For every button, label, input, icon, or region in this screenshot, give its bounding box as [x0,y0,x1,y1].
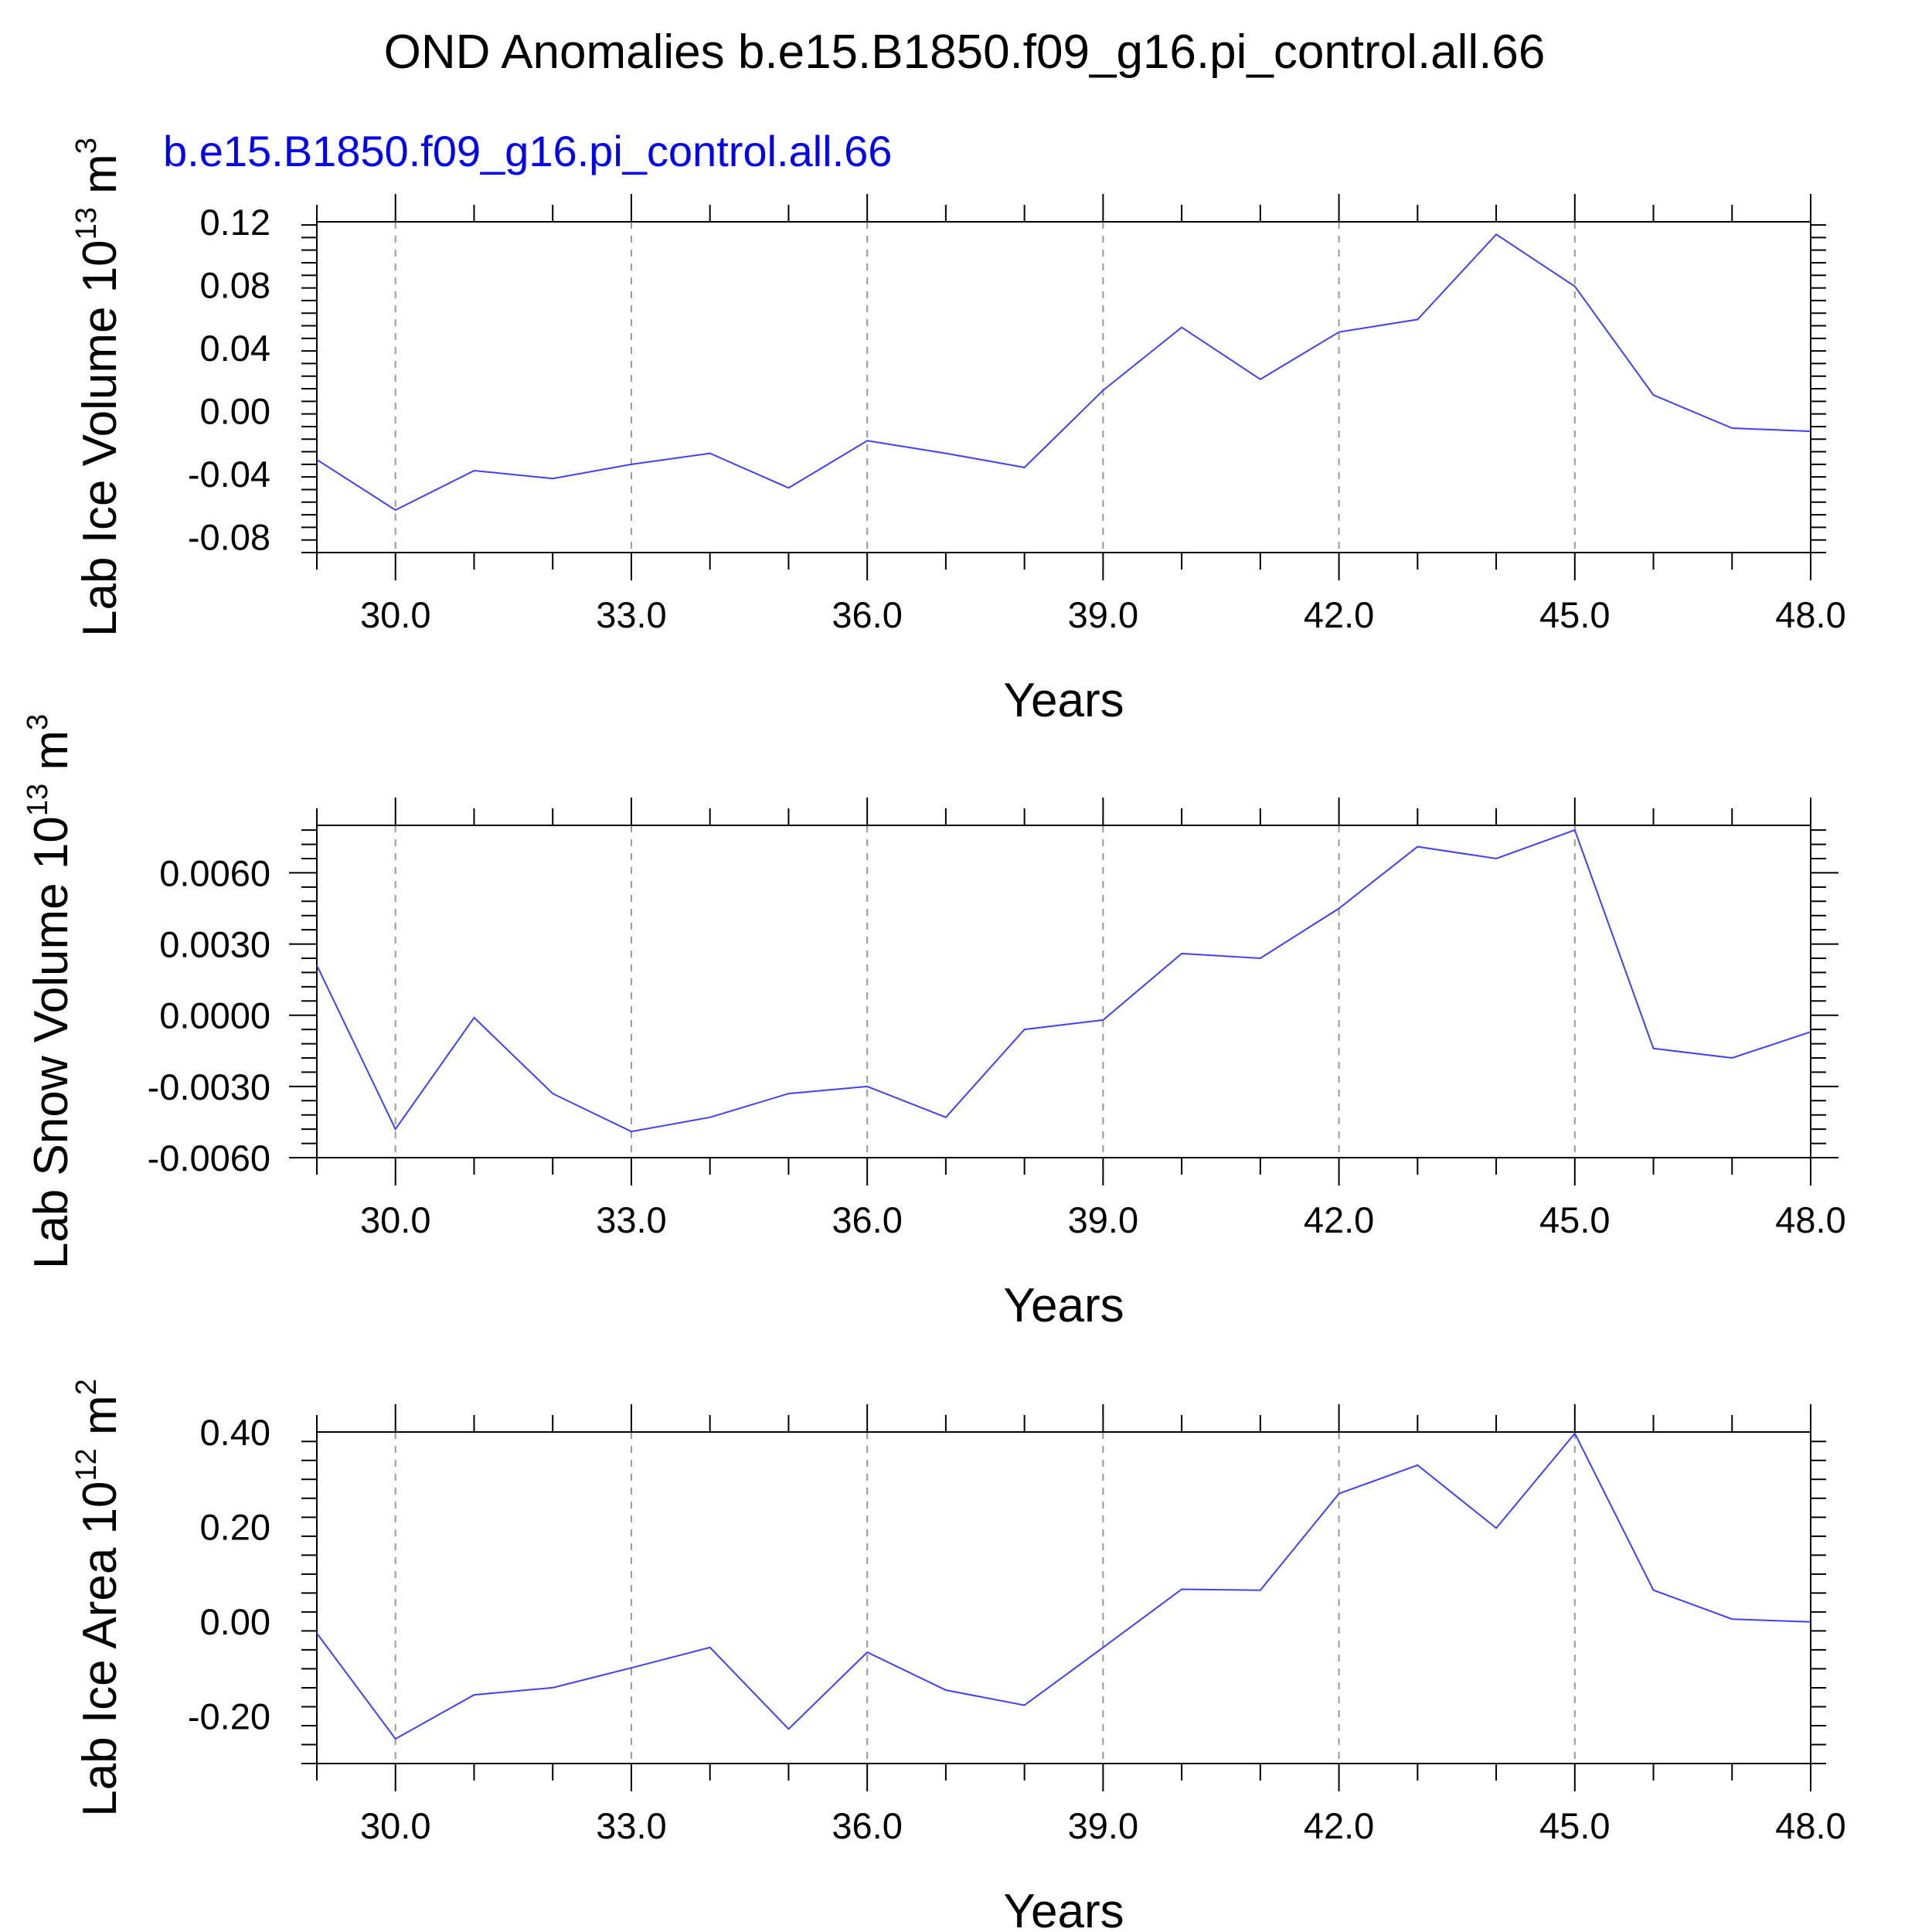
panels: 30.0 33.0 36.0 39.0 42.0 45.0 48.0 -0.08 -0.04 0.… [22,127,1846,1932]
x-tick-label: 30.0 [360,1805,430,1846]
y-axis-label-exponent: 13 [70,207,103,240]
series-line [316,828,1811,1133]
panel-1: 30.0 33.0 36.0 39.0 42.0 45.0 48.0 -0.08 -0.04 0.… [70,127,1846,727]
x-tick-label: 48.0 [1775,594,1845,635]
y-tick-label: 0.12 [200,202,270,243]
x-tick-label: 39.0 [1068,594,1138,635]
x-tick-label: 42.0 [1304,1805,1374,1846]
y-axis-label: Lab Ice Volume 1013 m3 [70,138,127,637]
y-axis-label: Lab Ice Area 1012 m2 [70,1379,127,1817]
y-tick-label: 0.00 [200,1601,270,1642]
y-axis-label-exponent: 12 [70,1448,103,1481]
series-line [316,1431,1811,1740]
y-tick-label: 0.00 [200,391,270,432]
panel-3: 30.0 33.0 36.0 39.0 42.0 45.0 48.0 -0.20 0.00 0.2… [70,1379,1846,1932]
plot-frame [316,1431,1811,1764]
x-tick-label: 39.0 [1068,1805,1138,1846]
x-tick-label: 33.0 [596,1199,666,1240]
x-tick-label: 42.0 [1304,594,1374,635]
y-tick-label: 0.40 [200,1412,270,1453]
x-tick-label: 39.0 [1068,1199,1138,1240]
x-tick-label: 33.0 [596,594,666,635]
plot-frame [316,221,1811,553]
y-axis-label-unit: m [73,154,127,207]
x-tick-label: 42.0 [1304,1199,1374,1240]
x-tick-label: 36.0 [832,1199,902,1240]
x-tick-label: 48.0 [1775,1199,1845,1240]
x-tick-label: 48.0 [1775,1805,1845,1846]
x-tick-label: 33.0 [596,1805,666,1846]
y-tick-label: -0.08 [188,517,270,558]
x-axis-label: Years [1003,1279,1124,1332]
y-tick-label: 0.08 [200,265,270,306]
y-axis-label: Lab Snow Volume 1013 m3 [22,714,78,1269]
y-tick-label: -0.20 [188,1696,270,1737]
x-tick-label: 30.0 [360,1199,430,1240]
y-axis-label-unit-exponent: 2 [70,1379,103,1395]
y-tick-label: 0.0030 [159,924,270,965]
x-tick-label: 45.0 [1539,1805,1610,1846]
y-axis-label-unit: m [25,730,78,784]
panel-2: 30.0 33.0 36.0 39.0 42.0 45.0 48.0 -0.0060 -0.00… [22,714,1846,1332]
y-axis-label-text: Lab Ice Area 10 [73,1481,127,1816]
x-tick-label: 36.0 [832,1805,902,1846]
y-tick-label: 0.20 [200,1507,270,1548]
y-axis-label-unit: m [73,1395,127,1448]
y-axis-label-unit-exponent: 3 [70,138,103,154]
series-line [316,233,1811,512]
x-tick-label: 45.0 [1539,594,1610,635]
y-tick-label: 0.04 [200,328,270,369]
y-tick-label: 0.0000 [159,995,270,1036]
y-tick-label: 0.0060 [159,852,270,893]
y-axis-label-text: Lab Ice Volume 10 [73,240,127,637]
x-axis-label: Years [1003,1885,1124,1932]
y-tick-label: -0.0030 [148,1066,270,1107]
y-tick-label: -0.0060 [148,1138,270,1179]
x-tick-label: 30.0 [360,594,430,635]
x-tick-label: 45.0 [1539,1199,1610,1240]
figure-title: OND Anomalies b.e15.B1850.f09_g16.pi_con… [384,26,1546,79]
y-axis-label-exponent: 13 [22,784,54,816]
plot-frame [316,825,1811,1158]
series-subtitle: b.e15.B1850.f09_g16.pi_control.all.66 [163,127,892,175]
x-axis-label: Years [1003,674,1124,727]
x-tick-label: 36.0 [832,594,902,635]
y-axis-label-unit-exponent: 3 [22,714,54,730]
y-tick-label: -0.04 [188,454,270,495]
y-axis-label-text: Lab Snow Volume 10 [25,816,78,1269]
